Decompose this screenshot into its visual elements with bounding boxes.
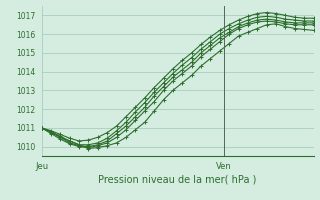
X-axis label: Pression niveau de la mer( hPa ): Pression niveau de la mer( hPa ): [99, 174, 257, 184]
